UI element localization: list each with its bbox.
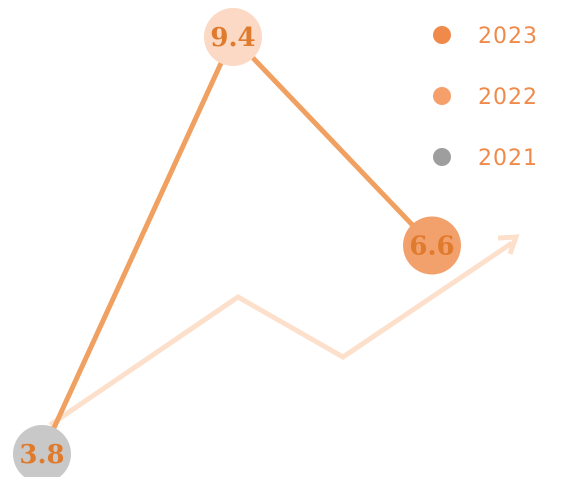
decor-arrowhead bbox=[497, 234, 520, 255]
data-label-2021: 3.8 bbox=[19, 440, 64, 470]
decorative-arrow bbox=[48, 234, 520, 428]
legend: 2023 2022 2021 bbox=[433, 24, 538, 171]
series-line bbox=[39, 34, 435, 457]
legend-marker-2022 bbox=[433, 87, 451, 105]
legend-label-2021: 2021 bbox=[478, 146, 538, 171]
data-point-2023 bbox=[403, 216, 461, 275]
legend-label-2022: 2022 bbox=[478, 85, 538, 110]
data-points: 3.8 9.4 6.6 bbox=[13, 8, 461, 477]
data-label-2023: 6.6 bbox=[409, 232, 454, 262]
data-point-2021 bbox=[13, 425, 71, 477]
data-point-2022 bbox=[204, 8, 262, 66]
line-segment bbox=[39, 34, 236, 457]
data-label-2022: 9.4 bbox=[210, 23, 255, 53]
legend-label-2023: 2023 bbox=[478, 24, 538, 49]
legend-marker-2021 bbox=[433, 148, 451, 166]
decor-arrow-line bbox=[48, 240, 514, 428]
legend-marker-2023 bbox=[433, 26, 451, 44]
line-segment bbox=[230, 34, 435, 248]
